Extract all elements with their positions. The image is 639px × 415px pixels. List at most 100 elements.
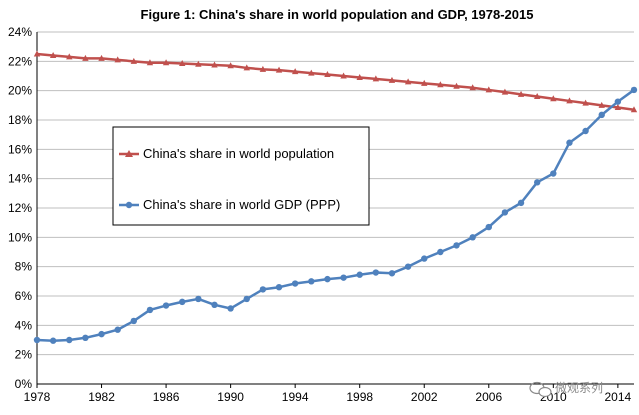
- data-point: [501, 209, 509, 216]
- chart-title: Figure 1: China's share in world populat…: [141, 7, 534, 22]
- data-point: [114, 326, 121, 333]
- data-point: [49, 337, 57, 344]
- y-tick-label: 2%: [15, 348, 33, 362]
- data-point: [356, 271, 363, 278]
- legend-marker-population: [125, 150, 133, 157]
- data-point: [485, 223, 492, 231]
- y-tick-label: 0%: [15, 377, 33, 391]
- data-point: [469, 234, 476, 241]
- data-point: [195, 60, 202, 67]
- data-point: [566, 139, 573, 146]
- data-point: [82, 54, 89, 61]
- data-point: [566, 97, 573, 104]
- data-point: [598, 101, 605, 108]
- data-point: [404, 263, 412, 270]
- data-point: [517, 199, 525, 207]
- data-point: [598, 111, 605, 119]
- data-point: [582, 127, 589, 135]
- data-point: [614, 98, 622, 105]
- data-point: [324, 71, 331, 78]
- legend-label-gdp: China's share in world GDP (PPP): [143, 197, 340, 212]
- data-point: [533, 179, 541, 186]
- data-point: [243, 64, 250, 71]
- y-tick-label: 4%: [15, 318, 33, 332]
- y-tick-label: 16%: [8, 142, 32, 156]
- legend-marker-gdp: [125, 201, 133, 209]
- data-point: [275, 284, 283, 291]
- data-point: [227, 62, 234, 69]
- y-tick-label: 10%: [8, 230, 32, 244]
- data-point: [437, 81, 444, 88]
- y-tick-label: 24%: [8, 25, 32, 39]
- axes: [36, 32, 634, 388]
- data-point: [388, 76, 396, 83]
- data-point: [308, 69, 315, 76]
- data-point: [437, 248, 444, 256]
- data-point: [162, 302, 170, 309]
- data-point: [179, 298, 186, 306]
- data-point: [98, 330, 105, 338]
- x-tick-label: 2006: [475, 390, 502, 404]
- data-point: [356, 73, 363, 80]
- data-point: [66, 53, 73, 60]
- data-point: [66, 336, 73, 344]
- data-point: [630, 86, 638, 94]
- data-point: [517, 90, 525, 97]
- watermark: 微观系列: [529, 381, 603, 398]
- data-point: [404, 78, 412, 85]
- x-tick-label: 1994: [282, 390, 309, 404]
- data-point: [372, 75, 380, 82]
- data-point: [630, 106, 638, 113]
- y-tick-label: 6%: [15, 289, 33, 303]
- data-point: [291, 68, 299, 75]
- data-point: [259, 65, 267, 72]
- data-point: [130, 57, 138, 64]
- data-point: [453, 242, 460, 249]
- data-point: [146, 59, 154, 66]
- data-point: [275, 66, 283, 73]
- data-point: [469, 84, 476, 91]
- x-tick-label: 2002: [411, 390, 438, 404]
- legend: China's share in world population China'…: [112, 126, 370, 226]
- series-1: [33, 86, 638, 344]
- data-point: [259, 286, 267, 293]
- data-point: [614, 104, 622, 111]
- data-point: [162, 59, 170, 66]
- y-tick-label: 20%: [8, 84, 32, 98]
- x-tick-label: 2014: [605, 390, 632, 404]
- legend-item-population: China's share in world population: [119, 146, 334, 161]
- data-point: [114, 56, 121, 63]
- data-point: [340, 72, 347, 79]
- data-point: [372, 269, 380, 276]
- y-tick-labels: 0% 2% 4% 6% 8% 10% 12% 14% 16% 18% 20% 22% 24%: [8, 25, 32, 391]
- data-point: [130, 317, 138, 325]
- data-point: [582, 99, 589, 106]
- x-tick-label: 1998: [346, 390, 373, 404]
- series-layer: [33, 50, 638, 344]
- data-point: [33, 50, 41, 57]
- data-point: [211, 61, 218, 68]
- data-point: [421, 79, 428, 86]
- y-tick-label: 22%: [8, 54, 32, 68]
- data-point: [485, 86, 492, 93]
- x-tick-label: 1978: [24, 390, 51, 404]
- data-point: [211, 301, 218, 308]
- wechat-icon: [529, 381, 552, 398]
- x-tick-label: 1982: [88, 390, 115, 404]
- legend-box: [112, 126, 370, 226]
- data-point: [146, 306, 154, 314]
- data-point: [501, 88, 509, 95]
- series-0: [33, 50, 638, 113]
- legend-item-gdp: China's share in world GDP (PPP): [119, 197, 340, 212]
- data-point: [340, 274, 347, 281]
- data-point: [243, 295, 250, 303]
- y-tick-label: 8%: [15, 260, 33, 274]
- y-tick-label: 12%: [8, 201, 32, 215]
- data-point: [533, 93, 541, 100]
- series-line-0: [36, 52, 635, 111]
- y-tick-label: 14%: [8, 172, 32, 186]
- data-point: [388, 270, 396, 277]
- y-tick-label: 18%: [8, 113, 32, 127]
- data-point: [82, 334, 89, 341]
- data-point: [33, 336, 41, 344]
